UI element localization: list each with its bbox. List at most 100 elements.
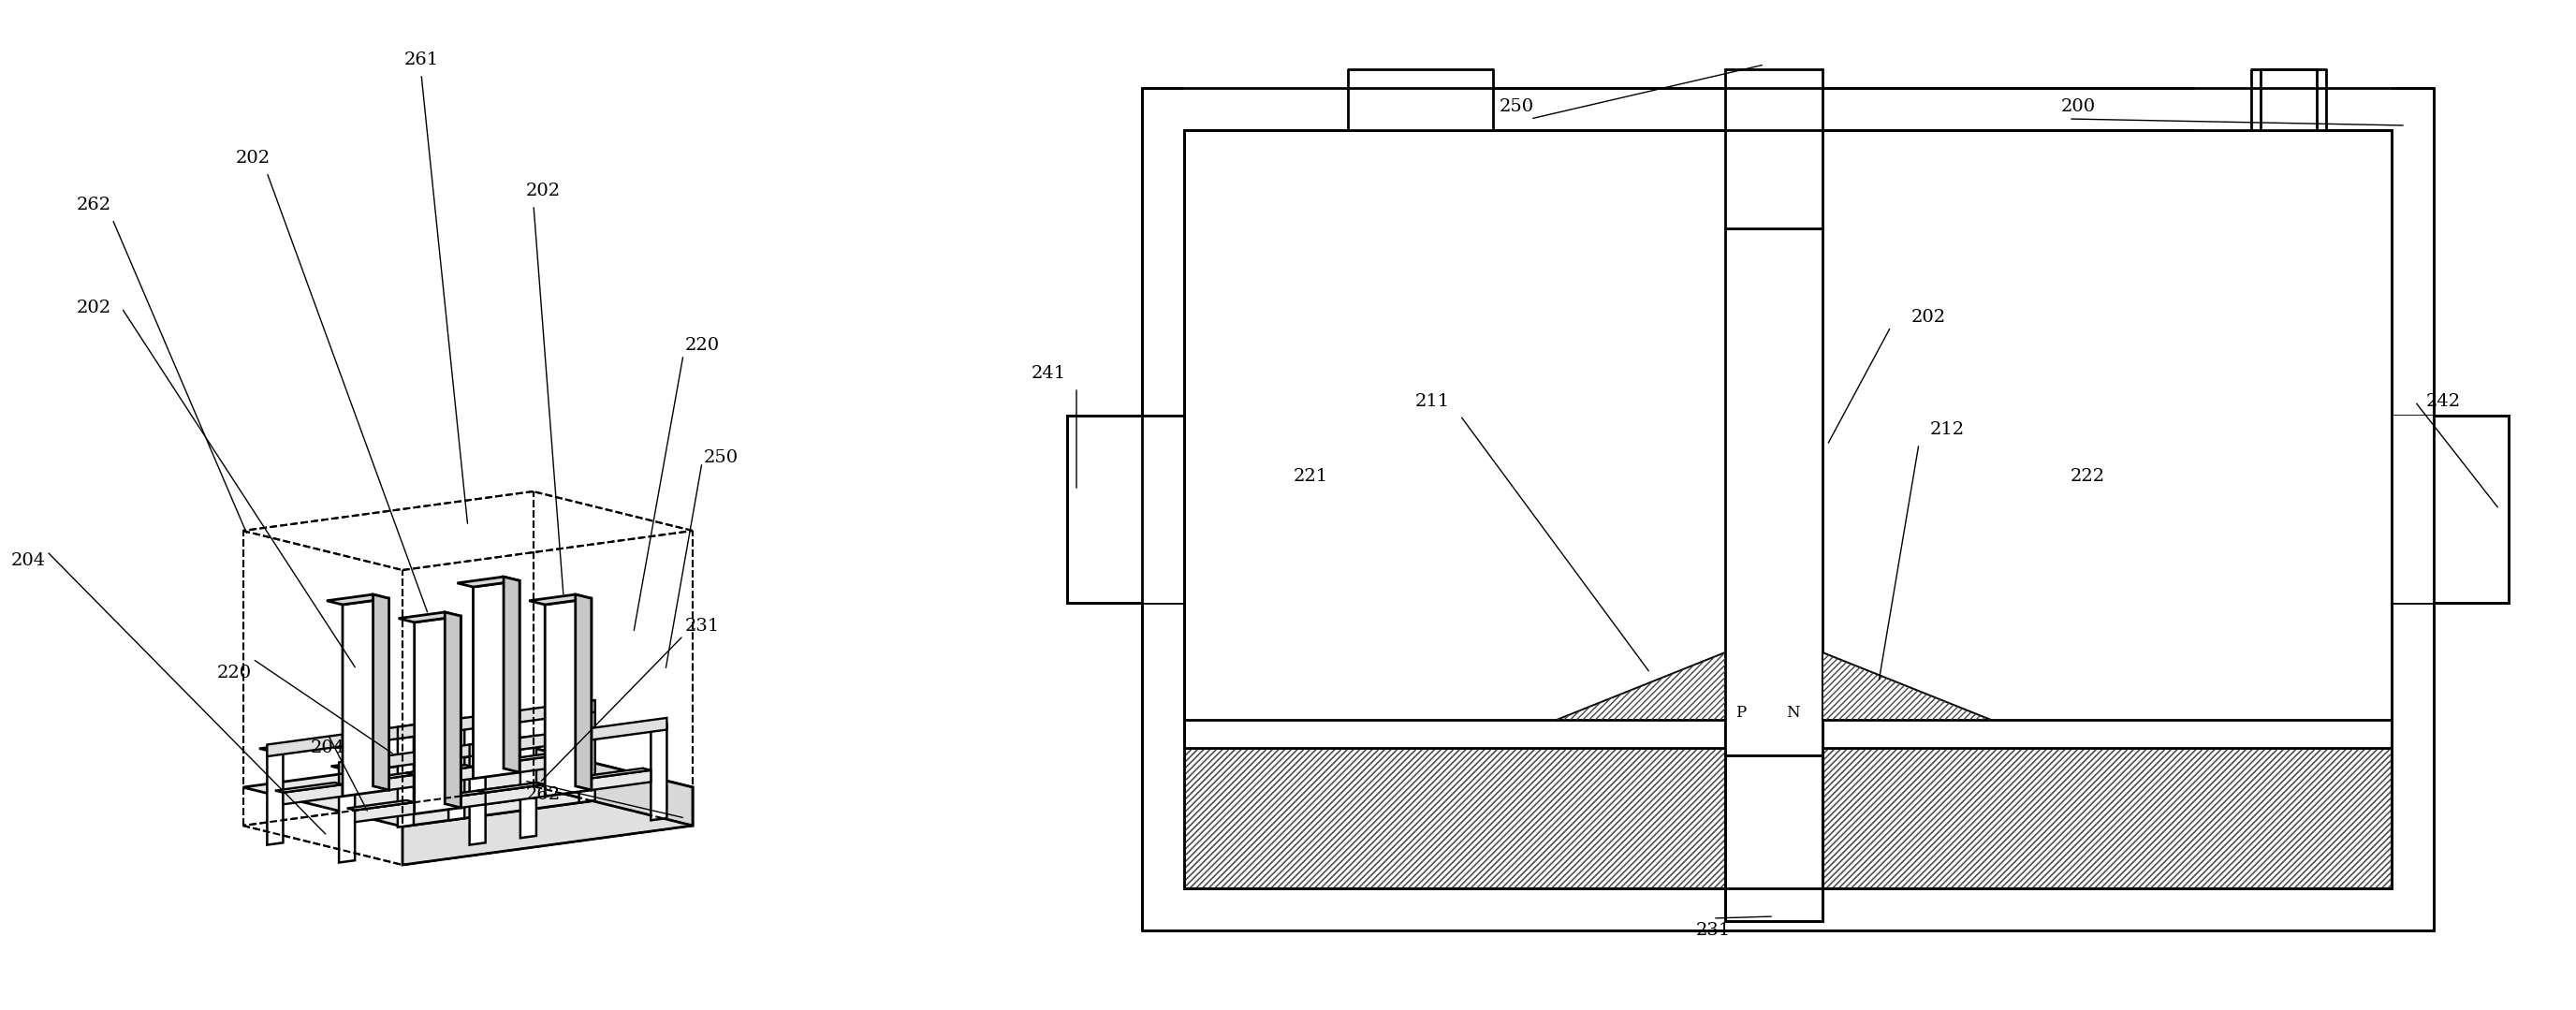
Polygon shape [533, 748, 693, 825]
Bar [1821, 720, 2391, 748]
Polygon shape [348, 800, 415, 810]
Bar [1726, 600, 1821, 802]
Bar [1726, 755, 1821, 921]
Polygon shape [474, 581, 520, 779]
Bar [1185, 720, 1726, 748]
Bar [1728, 770, 1819, 921]
Polygon shape [330, 765, 355, 769]
Polygon shape [469, 734, 546, 756]
Polygon shape [1556, 652, 1726, 720]
Text: N: N [1785, 705, 1801, 721]
Text: 250: 250 [703, 449, 739, 467]
Polygon shape [402, 787, 693, 865]
Polygon shape [652, 724, 667, 820]
Polygon shape [520, 700, 595, 722]
Polygon shape [381, 769, 448, 779]
Bar [1821, 748, 2391, 889]
Polygon shape [546, 598, 592, 796]
Polygon shape [355, 802, 415, 822]
Polygon shape [415, 767, 474, 787]
Bar [1185, 130, 2391, 889]
Polygon shape [260, 746, 283, 750]
Text: 261: 261 [404, 52, 438, 69]
Polygon shape [461, 735, 536, 758]
Text: 202: 202 [77, 300, 111, 316]
Polygon shape [389, 718, 464, 740]
Bar [2251, 70, 2316, 130]
Polygon shape [340, 766, 355, 863]
Text: 241: 241 [1030, 365, 1066, 382]
Bar [1185, 748, 2391, 889]
Polygon shape [268, 734, 343, 756]
Polygon shape [520, 752, 580, 773]
Polygon shape [242, 748, 693, 826]
Bar [1185, 70, 1494, 130]
Polygon shape [453, 786, 520, 796]
Text: 202: 202 [234, 149, 270, 167]
Polygon shape [389, 771, 448, 790]
Text: 221: 221 [1293, 468, 1327, 485]
Polygon shape [456, 577, 520, 587]
Polygon shape [572, 704, 595, 708]
Polygon shape [592, 771, 652, 790]
Polygon shape [513, 750, 580, 761]
Polygon shape [461, 788, 520, 808]
Bar [1726, 70, 1821, 228]
Text: 262: 262 [77, 197, 111, 213]
Polygon shape [397, 730, 415, 827]
Polygon shape [389, 728, 415, 733]
Polygon shape [580, 706, 595, 803]
Polygon shape [644, 722, 667, 726]
Polygon shape [528, 595, 592, 605]
Polygon shape [440, 722, 464, 726]
Bar [2391, 415, 2509, 603]
Bar [1141, 415, 1185, 603]
Polygon shape [404, 765, 474, 775]
Polygon shape [268, 748, 283, 844]
Text: 250: 250 [1499, 98, 1533, 115]
Polygon shape [582, 769, 652, 779]
Bar [2391, 415, 2434, 603]
Text: 222: 222 [2071, 468, 2105, 485]
Text: 204: 204 [10, 552, 46, 569]
Polygon shape [520, 741, 536, 838]
Polygon shape [574, 595, 592, 790]
Polygon shape [283, 785, 343, 804]
Text: P: P [1736, 705, 1747, 721]
Text: 262: 262 [526, 786, 562, 803]
Text: 231: 231 [1695, 922, 1731, 939]
Polygon shape [484, 785, 546, 804]
Bar [1141, 88, 2434, 930]
Bar [1185, 748, 1726, 889]
Polygon shape [446, 612, 461, 808]
Polygon shape [592, 718, 667, 740]
Polygon shape [276, 783, 343, 793]
Polygon shape [1821, 652, 1991, 720]
Polygon shape [448, 724, 464, 820]
Polygon shape [399, 612, 461, 622]
Text: 202: 202 [526, 183, 562, 199]
Bar [1185, 748, 2391, 889]
Text: 220: 220 [685, 337, 719, 354]
Polygon shape [415, 616, 461, 814]
Polygon shape [340, 752, 415, 774]
Text: 212: 212 [1929, 421, 1965, 438]
Polygon shape [461, 746, 484, 750]
Polygon shape [343, 598, 389, 796]
Polygon shape [397, 717, 474, 738]
Polygon shape [505, 577, 520, 773]
Text: 220: 220 [216, 665, 252, 682]
Polygon shape [513, 739, 536, 743]
Bar [2195, 70, 2391, 130]
Bar [1726, 228, 1821, 755]
Bar [1066, 415, 1185, 603]
Text: 204: 204 [309, 739, 345, 756]
Text: 211: 211 [1414, 393, 1450, 410]
Text: 231: 231 [685, 618, 719, 634]
Polygon shape [374, 595, 389, 790]
Polygon shape [327, 595, 389, 605]
Polygon shape [469, 748, 484, 844]
Text: 242: 242 [2427, 393, 2460, 410]
Polygon shape [477, 783, 546, 793]
Text: 202: 202 [1911, 309, 1945, 326]
